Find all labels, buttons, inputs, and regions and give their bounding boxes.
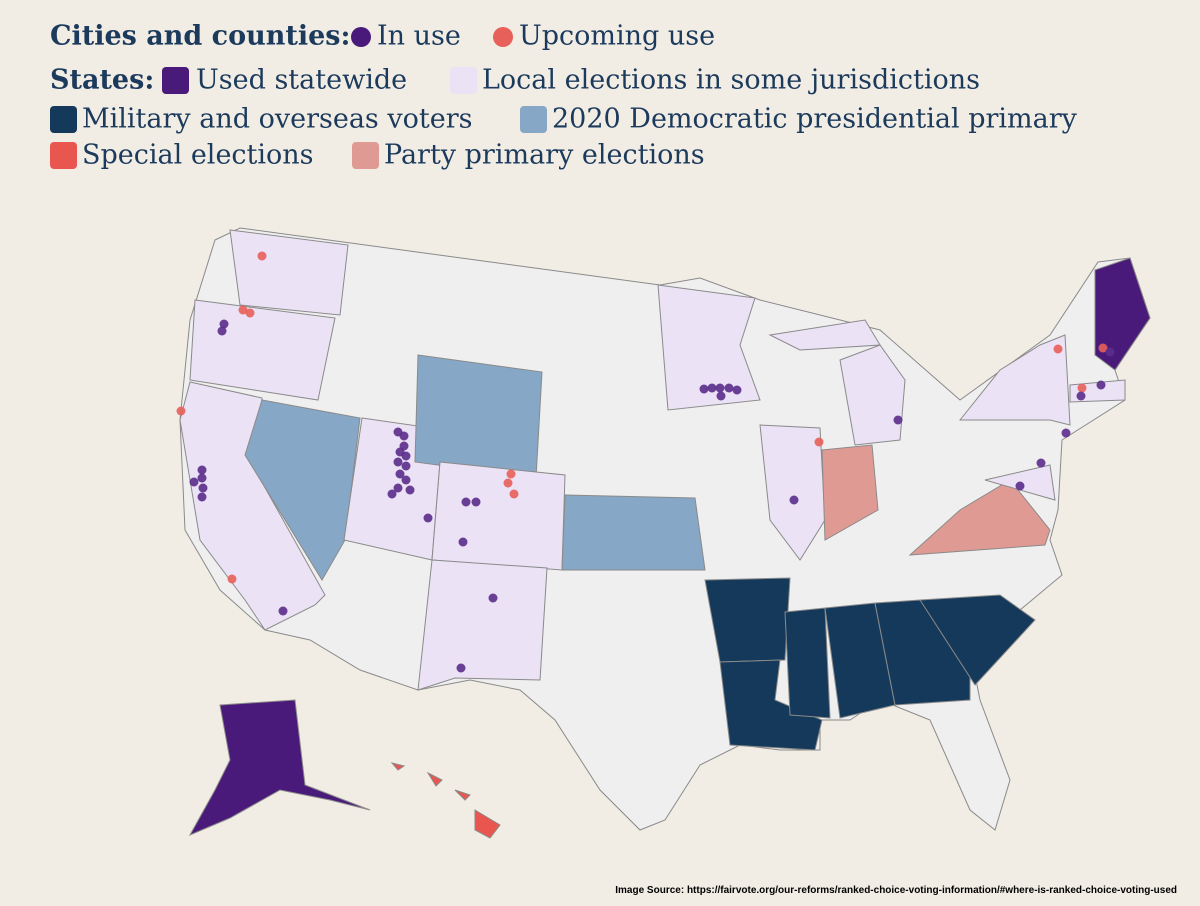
city-marker — [257, 251, 267, 261]
state — [188, 699, 371, 837]
state — [454, 789, 471, 801]
city-marker — [176, 406, 186, 416]
city-marker — [399, 431, 409, 441]
city-marker — [488, 593, 498, 603]
state — [919, 594, 1036, 686]
city-marker — [238, 305, 248, 315]
city-marker — [1098, 343, 1108, 353]
city-marker — [1105, 347, 1115, 357]
city-marker — [789, 495, 799, 505]
state — [958, 334, 1071, 426]
source-note: Image Source: https://fairvote.org/our-r… — [615, 885, 1177, 896]
city-marker — [715, 383, 725, 393]
state — [414, 354, 543, 479]
city-marker — [716, 391, 726, 401]
state — [759, 424, 826, 561]
state — [657, 284, 761, 411]
city-marker — [401, 451, 411, 461]
city-marker — [245, 308, 255, 318]
legend-swatch — [352, 142, 379, 169]
state — [1094, 257, 1151, 371]
city-marker — [471, 497, 481, 507]
state — [561, 494, 706, 571]
city-marker — [699, 384, 709, 394]
legend-item: Local elections in some jurisdictions — [482, 65, 980, 96]
city-marker — [219, 319, 229, 329]
city-marker — [189, 477, 199, 487]
city-marker — [707, 383, 717, 393]
legend-item: In use — [377, 21, 461, 52]
city-marker — [1077, 383, 1087, 393]
city-marker — [1061, 428, 1071, 438]
state — [719, 659, 823, 751]
city-marker — [197, 492, 207, 502]
legend-item: Used statewide — [196, 65, 407, 96]
city-marker — [197, 473, 207, 483]
city-marker — [227, 574, 237, 584]
city-marker — [405, 485, 415, 495]
legend-swatch — [50, 106, 77, 133]
city-marker — [393, 457, 403, 467]
state — [417, 559, 548, 691]
city-marker — [814, 437, 824, 447]
legend-swatch — [50, 142, 77, 169]
state — [768, 319, 881, 351]
legend-title: States: — [50, 65, 154, 96]
city-marker — [1076, 391, 1086, 401]
legend-swatch — [162, 67, 189, 94]
legend-item: Special elections — [82, 140, 314, 171]
city-marker — [401, 461, 411, 471]
state — [784, 607, 831, 719]
legend-swatch — [450, 67, 477, 94]
legend-item: Upcoming use — [519, 21, 715, 52]
state — [229, 229, 349, 316]
state — [908, 479, 1051, 556]
city-marker — [509, 489, 519, 499]
city-marker — [423, 513, 433, 523]
city-marker — [197, 465, 207, 475]
city-marker — [1015, 481, 1025, 491]
city-marker — [503, 478, 513, 488]
state — [821, 444, 879, 541]
legend-item: Military and overseas voters — [82, 104, 472, 135]
state — [244, 399, 361, 581]
city-marker — [198, 483, 208, 493]
state — [431, 461, 566, 571]
city-marker — [387, 489, 397, 499]
city-marker — [458, 537, 468, 547]
legend-swatch — [351, 27, 371, 47]
city-marker — [732, 385, 742, 395]
state — [474, 809, 501, 839]
city-marker — [395, 469, 405, 479]
city-marker — [724, 383, 734, 393]
legend-swatch — [520, 106, 547, 133]
legend-item: 2020 Democratic presidential primary — [552, 104, 1078, 135]
city-marker — [1053, 344, 1063, 354]
city-marker — [217, 326, 227, 336]
city-marker — [506, 469, 516, 479]
city-marker — [278, 606, 288, 616]
city-markers — [176, 251, 1115, 673]
state — [704, 577, 791, 663]
state — [426, 771, 443, 787]
state — [839, 344, 906, 446]
legend-item: Party primary elections — [384, 140, 705, 171]
legend-title: Cities and counties: — [50, 21, 350, 52]
city-marker — [1096, 380, 1106, 390]
city-marker — [393, 483, 403, 493]
city-marker — [456, 663, 466, 673]
city-marker — [893, 415, 903, 425]
legend-swatch — [493, 27, 513, 47]
state — [390, 762, 406, 771]
city-marker — [1036, 458, 1046, 468]
city-marker — [461, 497, 471, 507]
city-marker — [401, 475, 411, 485]
us-map — [179, 227, 1151, 839]
